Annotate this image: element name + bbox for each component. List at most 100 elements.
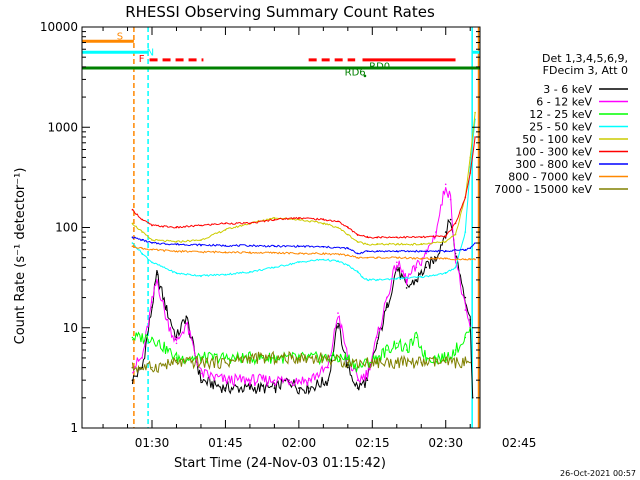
series-point — [175, 272, 178, 275]
series-point — [454, 266, 457, 269]
series-line — [131, 218, 474, 398]
series-point — [273, 357, 276, 359]
legend: Det 1,3,4,5,6,9,FDecim 3, Att 0 3 - 6 keV… — [494, 52, 628, 196]
series-point — [415, 336, 418, 339]
series-point — [151, 336, 153, 339]
series-point — [464, 309, 467, 311]
series-point — [131, 245, 134, 248]
series-point — [444, 183, 447, 186]
series-point — [366, 279, 369, 281]
series-point — [337, 312, 339, 314]
series-point — [396, 261, 398, 264]
series-point — [396, 243, 398, 246]
series-point — [366, 250, 369, 252]
series-point — [131, 379, 134, 382]
series-point — [386, 296, 388, 299]
series-point — [347, 233, 349, 236]
series-point — [415, 279, 418, 281]
series-point — [469, 327, 472, 329]
legend-label: 12 - 25 keV — [529, 108, 592, 121]
series-point — [151, 224, 153, 227]
series-point — [224, 251, 227, 253]
status-label-n: N — [147, 47, 154, 58]
series-point — [469, 156, 472, 159]
series-point — [273, 218, 276, 221]
series-point — [469, 361, 472, 364]
series-point — [131, 366, 134, 369]
series-point — [469, 319, 472, 321]
series-point — [376, 250, 379, 252]
legend-label: 3 - 6 keV — [543, 83, 592, 96]
series-point — [175, 357, 178, 359]
series-point — [361, 276, 364, 278]
series-point — [366, 256, 369, 259]
series-point — [425, 252, 428, 255]
series-point — [356, 233, 359, 236]
series-point — [376, 236, 379, 238]
series-point — [356, 387, 359, 389]
series-point — [175, 342, 178, 345]
series-point — [464, 258, 467, 261]
series-point — [371, 361, 374, 364]
series-point — [376, 279, 379, 281]
series-point — [298, 379, 300, 382]
series-point — [175, 243, 178, 246]
status-label-s: S — [117, 32, 123, 43]
series-6 — [131, 236, 476, 255]
series-point — [131, 222, 134, 225]
series-point — [273, 245, 276, 248]
series-point — [175, 241, 178, 243]
series-point — [474, 136, 476, 138]
series-line — [131, 187, 471, 388]
status-label-rd6: RD6 — [345, 67, 366, 78]
series-point — [396, 236, 398, 238]
series-point — [151, 301, 153, 304]
series-point — [347, 254, 349, 256]
series-point — [471, 397, 474, 399]
series-point — [224, 273, 227, 276]
status-label-rd0: RD0 — [369, 62, 390, 73]
series-point — [224, 387, 227, 389]
series-point — [141, 218, 143, 221]
series-point — [141, 252, 143, 255]
series-5 — [131, 136, 476, 239]
series-point — [141, 247, 143, 250]
series-point — [356, 256, 359, 259]
series-point — [449, 198, 452, 201]
series-line — [131, 350, 471, 374]
series-point — [131, 209, 134, 211]
series-point — [366, 379, 369, 382]
series-point — [249, 251, 251, 254]
series-point — [131, 236, 134, 238]
series-point — [356, 252, 359, 255]
series-point — [469, 172, 472, 174]
series-point — [444, 231, 447, 233]
series-point — [356, 271, 359, 273]
x-tick-label: 01:45 — [208, 436, 243, 450]
legend-header: Det 1,3,4,5,6,9, — [542, 52, 628, 65]
series-point — [435, 256, 437, 259]
series-point — [420, 236, 423, 238]
series-point — [165, 309, 168, 311]
series-point — [405, 279, 408, 281]
series-point — [151, 248, 153, 251]
series-point — [273, 379, 276, 382]
series-point — [249, 387, 251, 389]
series-point — [420, 243, 423, 246]
x-tick-label: 02:30 — [428, 436, 463, 450]
series-point — [454, 349, 457, 351]
series-point — [405, 349, 408, 351]
series-point — [420, 250, 423, 252]
legend-label: 7000 - 15000 keV — [494, 183, 592, 196]
series-point — [366, 243, 369, 246]
series-point — [298, 252, 300, 255]
series-point — [435, 231, 437, 233]
series-point — [474, 258, 476, 261]
series-line — [132, 119, 476, 282]
series-point — [273, 217, 276, 219]
series-point — [249, 357, 251, 359]
series-point — [273, 266, 276, 269]
series-line — [132, 136, 476, 239]
series-8 — [131, 350, 472, 374]
series-point — [386, 349, 388, 351]
